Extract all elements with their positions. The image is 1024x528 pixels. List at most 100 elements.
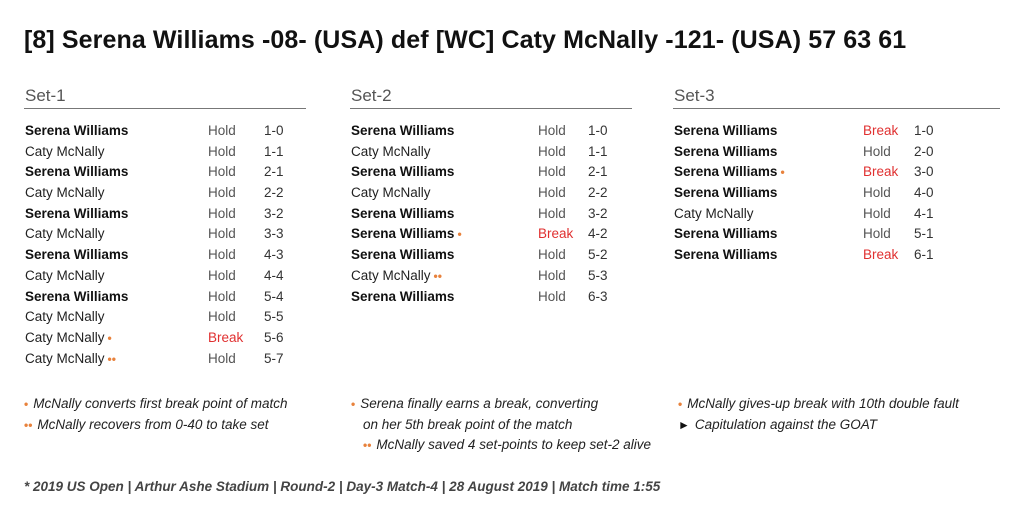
- game-row: Caty McNally Hold 2-2: [24, 183, 306, 204]
- server-name: Serena Williams: [674, 183, 777, 204]
- triangle-bullet-icon: ►: [678, 417, 690, 432]
- game-row: Serena Williams Hold 1-0: [350, 121, 632, 142]
- game-score: 4-0: [914, 185, 934, 201]
- server-name: Serena Williams: [351, 204, 454, 225]
- server-name: Serena Williams: [351, 121, 454, 142]
- player-name: Serena Williams: [351, 164, 455, 180]
- player-name: Caty McNally: [25, 309, 105, 325]
- server-name: Serena Williams: [351, 287, 454, 308]
- game-row: Serena Williams Hold 2-1: [350, 162, 632, 183]
- player-name: Serena Williams: [674, 164, 778, 180]
- player-name: Serena Williams: [25, 288, 129, 304]
- player-name: Serena Williams: [351, 205, 455, 221]
- player-name: Serena Williams: [674, 247, 778, 263]
- note-line: • McNally converts first break point of m…: [24, 394, 288, 415]
- game-score: 5-6: [264, 329, 284, 345]
- game-result: Break: [863, 247, 899, 263]
- note-marker-icon: ••: [107, 351, 116, 366]
- game-score: 5-4: [264, 288, 284, 304]
- game-score: 5-3: [588, 267, 608, 283]
- note-marker-icon: •: [457, 227, 462, 242]
- game-row: Serena Williams Break 6-1: [673, 245, 1000, 266]
- note-text: McNally saved 4 set-points to keep set-2…: [376, 437, 652, 452]
- page-title: [8] Serena Williams -08- (USA) def [WC] …: [24, 26, 907, 54]
- player-name: Serena Williams: [351, 123, 455, 138]
- server-name: Serena Williams •: [351, 224, 462, 245]
- game-row: Serena Williams Hold 4-3: [24, 245, 306, 266]
- player-name: Caty McNally: [25, 226, 105, 242]
- game-score: 4-2: [588, 226, 608, 242]
- game-score: 6-1: [914, 247, 934, 263]
- server-name: Caty McNally: [25, 307, 105, 328]
- game-score: 1-0: [588, 123, 608, 138]
- game-row: Caty McNally Hold 1-1: [24, 142, 306, 163]
- game-row: Caty McNally • Break 5-6: [24, 328, 306, 349]
- game-row: Serena Williams Hold 5-4: [24, 287, 306, 308]
- game-score: 4-4: [264, 267, 284, 283]
- game-result: Break: [863, 164, 899, 180]
- server-name: Serena Williams: [25, 162, 128, 183]
- match-footer: * 2019 US Open | Arthur Ashe Stadium | R…: [24, 479, 661, 494]
- player-name: Serena Williams: [674, 226, 778, 242]
- server-name: Serena Williams: [351, 245, 454, 266]
- game-result: Hold: [863, 185, 891, 201]
- server-name: Caty McNally: [674, 204, 754, 225]
- game-score: 2-1: [264, 164, 284, 180]
- game-row: Serena Williams Hold 2-1: [24, 162, 306, 183]
- player-name: Caty McNally: [25, 267, 105, 283]
- game-row: Caty McNally Hold 2-2: [350, 183, 632, 204]
- game-result: Hold: [863, 205, 891, 221]
- note-text: Capitulation against the GOAT: [694, 416, 877, 432]
- set-column-3: Set-3 Serena Williams Break 1-0 Serena Willi…: [673, 86, 1000, 266]
- notes-block-1: • McNally converts first break point of m…: [24, 394, 288, 435]
- note-line: • McNally gives-up break with 10th double…: [678, 394, 959, 415]
- set-heading: Set-1: [24, 86, 306, 109]
- note-text: McNally converts first break point of ma…: [33, 396, 288, 411]
- game-result: Hold: [538, 205, 566, 221]
- game-score: 1-0: [914, 123, 934, 138]
- game-row: Serena Williams • Break 4-2: [350, 224, 632, 245]
- game-result: Hold: [208, 123, 236, 138]
- note-line: •• McNally recovers from 0-40 to take set: [24, 415, 288, 436]
- game-score: 2-1: [588, 164, 608, 180]
- game-result: Hold: [863, 226, 891, 242]
- server-name: Serena Williams: [674, 224, 777, 245]
- server-name: Caty McNally: [25, 183, 105, 204]
- game-row: Serena Williams Hold 5-1: [673, 224, 1000, 245]
- player-name: Serena Williams: [351, 247, 455, 263]
- notes-block-2: • Serena finally earns a break, convertin…: [351, 394, 651, 456]
- game-result: Hold: [538, 123, 566, 138]
- player-name: Caty McNally: [351, 267, 431, 283]
- game-score: 1-0: [264, 123, 284, 138]
- set-column-2: Set-2 Serena Williams Hold 1-0 Caty McNally H…: [350, 86, 632, 307]
- player-name: Serena Williams: [674, 123, 778, 138]
- game-result: Hold: [208, 205, 236, 221]
- game-result: Hold: [208, 288, 236, 304]
- game-result: Hold: [538, 288, 566, 304]
- game-row: Caty McNally •• Hold 5-3: [350, 266, 632, 287]
- note-line: • Serena finally earns a break, convertin…: [351, 394, 651, 415]
- set-heading: Set-2: [350, 86, 632, 109]
- game-result: Break: [208, 329, 244, 345]
- server-name: Caty McNally: [25, 142, 105, 163]
- note-line: on her 5th break point of the match: [351, 415, 651, 436]
- game-score: 3-2: [588, 205, 608, 221]
- note-marker-icon: ••: [433, 268, 442, 283]
- note-line: ► Capitulation against the GOAT: [678, 415, 959, 436]
- game-score: 3-3: [264, 226, 284, 242]
- game-row: Caty McNally •• Hold 5-7: [24, 349, 306, 370]
- server-name: Serena Williams: [25, 287, 128, 308]
- game-row: Serena Williams Hold 2-0: [673, 142, 1000, 163]
- game-result: Break: [538, 226, 574, 242]
- game-score: 5-2: [588, 247, 608, 263]
- game-result: Hold: [538, 164, 566, 180]
- player-name: Caty McNally: [25, 185, 105, 201]
- game-row: Serena Williams Break 1-0: [673, 121, 1000, 142]
- note-text: McNally recovers from 0-40 to take set: [37, 416, 269, 432]
- note-marker-icon: •: [24, 397, 29, 411]
- game-row: Serena Williams Hold 6-3: [350, 287, 632, 308]
- game-result: Hold: [208, 164, 236, 180]
- player-name: Serena Williams: [351, 226, 455, 242]
- note-marker-icon: •: [107, 330, 112, 345]
- player-name: Serena Williams: [674, 143, 778, 159]
